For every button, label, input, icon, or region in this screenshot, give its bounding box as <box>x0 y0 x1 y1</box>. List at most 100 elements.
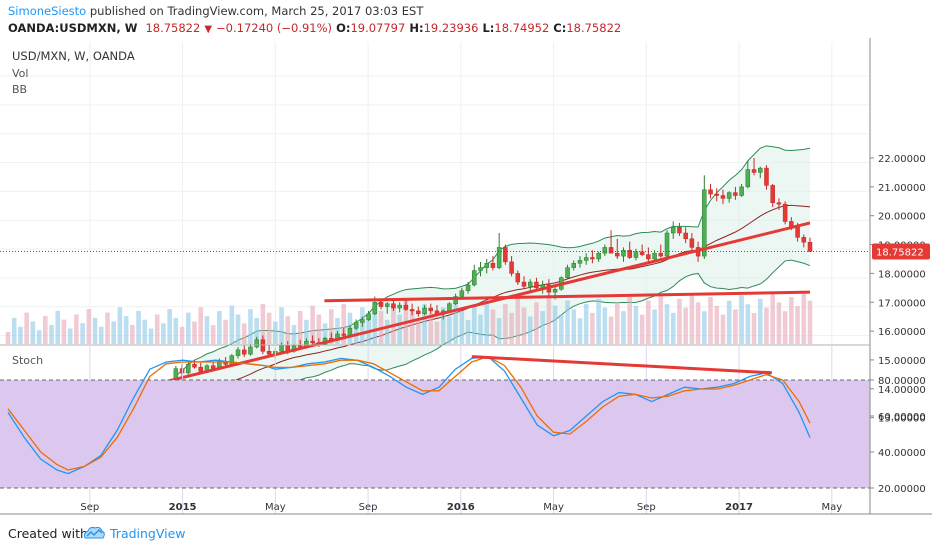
price-tick-label: 16.00000 <box>878 327 926 338</box>
tradingview-brand[interactable]: TradingView <box>110 526 186 541</box>
candle-body <box>583 257 589 261</box>
volume-bar <box>789 297 794 344</box>
volume-bar <box>80 323 85 344</box>
volume-bar <box>739 295 744 344</box>
candle-body <box>341 333 346 336</box>
volume-bar <box>254 318 259 344</box>
stoch-tick-label: 20.00000 <box>878 484 926 495</box>
candle-body <box>453 296 458 304</box>
candle-body <box>192 364 197 368</box>
time-tick-label: 2017 <box>725 502 753 513</box>
volume-bar <box>67 328 73 344</box>
volume-bar <box>807 300 813 344</box>
volume-bar <box>509 312 514 344</box>
candle-body <box>807 241 813 252</box>
candle-body <box>689 238 695 248</box>
candle-body <box>608 247 614 254</box>
time-tick-label: May <box>543 502 564 513</box>
volume-bar <box>608 316 614 344</box>
stoch-trendline <box>471 355 772 375</box>
last-price-badge <box>872 243 930 260</box>
volume-bar <box>229 305 235 344</box>
candle-body <box>515 273 521 283</box>
candle-body <box>459 290 465 297</box>
volume-bar <box>217 310 222 344</box>
volume-bar <box>596 298 601 344</box>
volume-bar <box>49 324 54 344</box>
price-tick-label: 17.00000 <box>878 298 926 309</box>
candle-body <box>664 232 670 257</box>
candle-body <box>801 237 807 243</box>
volume-bar <box>384 319 390 344</box>
price-pane-title: USD/MXN, W, OANDA <box>12 49 135 63</box>
candle-body <box>795 226 800 238</box>
candle-body <box>615 252 620 257</box>
chart-area[interactable]: USD/MXN, W, OANDA Vol BB Stoch 22.00000 21.… <box>0 38 932 518</box>
volume-bar <box>304 319 309 344</box>
volume-bar <box>583 304 589 344</box>
volume-bar <box>241 323 247 344</box>
volume-bar <box>453 302 458 344</box>
candle-body <box>484 263 489 268</box>
volume-bar <box>136 310 141 344</box>
author-link[interactable]: SimoneSiesto <box>8 4 87 18</box>
candle-body <box>683 232 688 240</box>
volume-bar <box>416 318 421 344</box>
candle-body <box>310 340 315 343</box>
volume-bar <box>297 310 303 344</box>
candle-body <box>646 254 651 260</box>
volume-bar <box>74 314 79 344</box>
stoch-line <box>7 355 811 471</box>
candle-body <box>503 247 508 263</box>
volume-bar <box>540 311 545 344</box>
candle-body <box>577 260 583 264</box>
volume-bar <box>185 312 191 344</box>
volume-bar <box>260 303 266 344</box>
stoch-band <box>0 380 870 488</box>
candle-body <box>739 186 744 196</box>
candle-body <box>384 303 390 307</box>
ohlc-legend: OANDA:USDMXN, W 18.75822 ▼ −0.17240 (−0.… <box>8 21 621 35</box>
stoch-tick-label: 40.00000 <box>878 448 926 459</box>
volume-bar <box>565 300 570 344</box>
volume-bar <box>577 318 583 344</box>
candle-body <box>621 250 626 257</box>
volume-bar <box>11 317 17 344</box>
volume-bar <box>496 318 502 344</box>
volume-bar <box>142 319 148 344</box>
candle-body <box>397 304 402 309</box>
volume-bar <box>397 314 402 344</box>
volume-bar <box>440 307 446 344</box>
candle-body <box>372 302 378 315</box>
time-tick-label: Sep <box>359 502 378 513</box>
volume-bar <box>695 302 701 344</box>
candle-body <box>534 281 539 289</box>
volume-bar <box>285 316 291 344</box>
time-tick-label: 2016 <box>447 502 475 513</box>
volume-bar <box>683 307 688 344</box>
price-tick-label: 15.00000 <box>878 356 926 367</box>
last-price: 18.75822 <box>145 21 201 35</box>
volume-bar <box>173 317 179 344</box>
candle-body <box>527 281 533 287</box>
created-with-text: Created with <box>8 526 88 541</box>
volume-bar <box>210 325 216 344</box>
volume-bar <box>534 302 539 344</box>
stoch-pane[interactable]: Stoch <box>0 346 870 514</box>
close-value: 18.75822 <box>566 21 622 35</box>
candle-body <box>347 327 353 336</box>
time-tick-label: Sep <box>80 502 99 513</box>
volume-bar <box>490 309 496 344</box>
close-label: C: <box>553 21 567 35</box>
candle-body <box>428 307 434 312</box>
down-arrow-icon: ▼ <box>204 24 213 35</box>
candle-body <box>260 339 266 352</box>
volume-bar <box>123 316 129 344</box>
candle-body <box>266 351 272 355</box>
candle-body <box>552 289 558 293</box>
candle-body <box>726 192 732 199</box>
volume-bar <box>714 305 720 344</box>
volume-bar <box>273 321 278 344</box>
price-tick-label: 22.00000 <box>878 154 926 165</box>
volume-bar <box>776 302 782 344</box>
